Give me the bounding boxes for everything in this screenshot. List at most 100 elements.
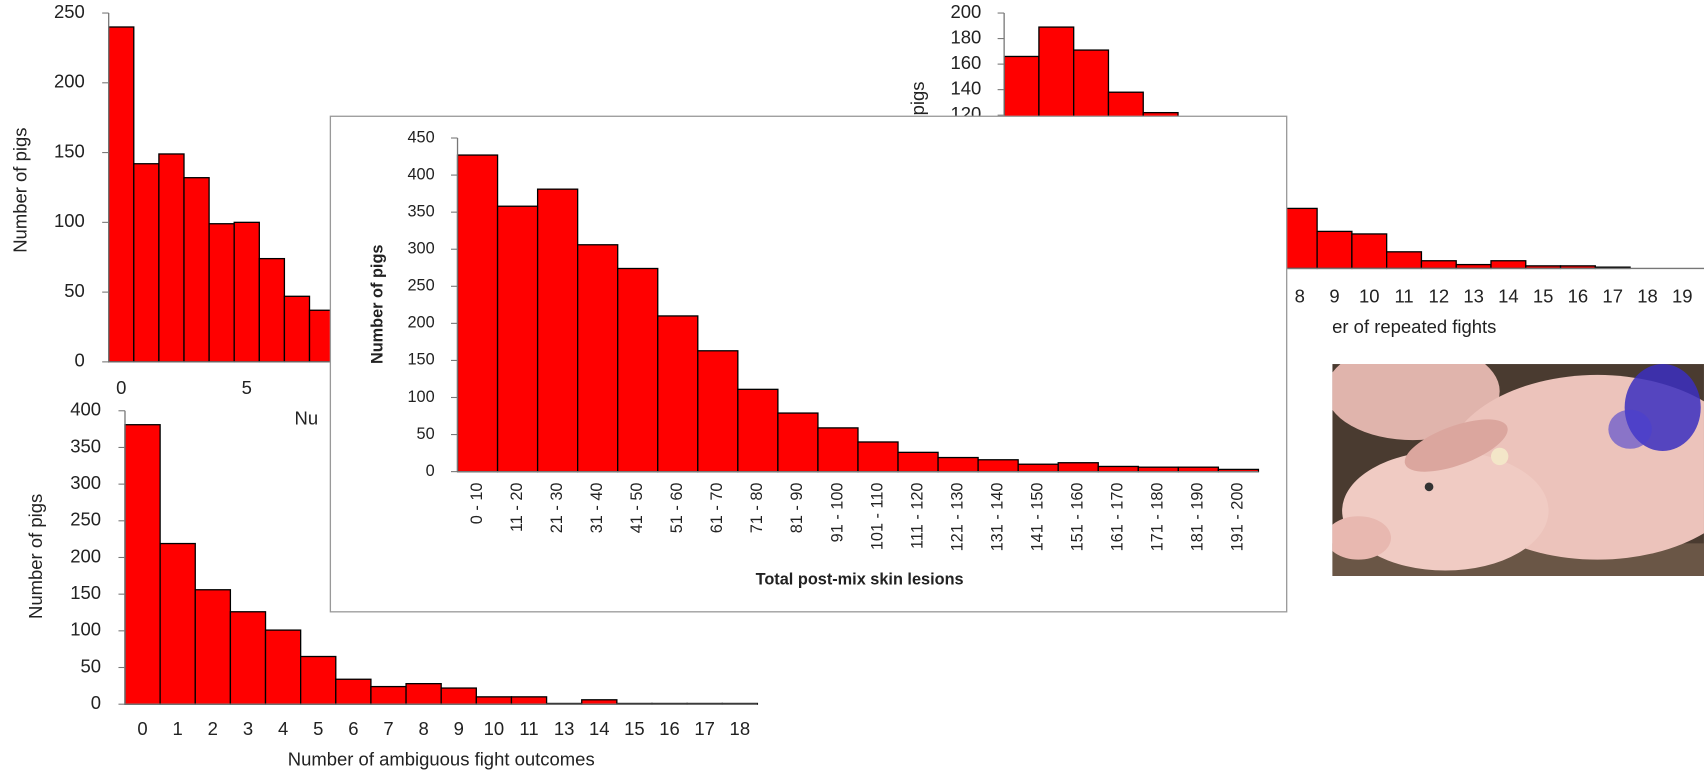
- x-tick-label: 71 - 80: [748, 482, 766, 533]
- bar: [1387, 252, 1422, 269]
- y-tick-label: 400: [70, 399, 101, 420]
- x-tick-label: 4: [278, 718, 288, 739]
- x-tick-label: 12: [1429, 286, 1450, 307]
- bar: [778, 413, 818, 472]
- y-axis-label: Number of pigs: [369, 245, 387, 365]
- pig-photo: [1326, 342, 1704, 576]
- bar: [109, 27, 134, 362]
- y-tick-label: 200: [407, 314, 434, 332]
- x-tick-label: 8: [1295, 286, 1305, 307]
- y-tick-label: 150: [70, 582, 101, 603]
- bar: [1421, 261, 1456, 269]
- bar: [618, 268, 658, 471]
- x-tick-label: 3: [243, 718, 253, 739]
- x-tick-label: 13: [554, 718, 575, 739]
- x-tick-label: 14: [589, 718, 610, 739]
- x-tick-label: 2: [208, 718, 218, 739]
- x-tick-label: 19: [1672, 286, 1693, 307]
- x-tick-label: 15: [1533, 286, 1554, 307]
- bar: [538, 189, 578, 471]
- x-tick-label: 5: [313, 718, 323, 739]
- bar: [1138, 467, 1178, 471]
- y-tick-label: 250: [407, 277, 434, 295]
- x-tick-label: 81 - 90: [788, 483, 806, 534]
- bar: [301, 657, 336, 705]
- bar: [1352, 234, 1387, 268]
- bar: [858, 442, 898, 472]
- bar: [259, 259, 284, 362]
- x-tick-label: 11: [519, 718, 538, 739]
- y-tick-label: 250: [70, 509, 101, 530]
- x-tick-label: 101 - 110: [868, 482, 886, 550]
- bar: [698, 351, 738, 472]
- y-tick-label: 350: [70, 435, 101, 456]
- y-tick-label: 400: [407, 165, 434, 183]
- x-tick-label: 0: [116, 377, 126, 398]
- x-axis-label: Total post-mix skin lesions: [756, 571, 964, 589]
- x-tick-label: 41 - 50: [628, 482, 646, 533]
- y-tick-label: 450: [407, 128, 434, 146]
- x-tick-label: 7: [383, 718, 393, 739]
- x-tick-label: 11: [1394, 286, 1413, 307]
- bar: [578, 245, 618, 472]
- bar: [371, 687, 406, 705]
- y-axis-label: Number of pigs: [10, 128, 31, 253]
- bar: [234, 222, 259, 362]
- slide: 05010015020025005Number of pigsNu1201401…: [0, 0, 1704, 772]
- y-tick-label: 350: [407, 202, 434, 220]
- x-tick-label: 151 - 160: [1069, 482, 1087, 551]
- bar: [738, 389, 778, 471]
- y-tick-label: 50: [417, 425, 435, 443]
- bar: [1282, 208, 1317, 268]
- bar: [184, 178, 209, 362]
- y-tick-label: 300: [70, 472, 101, 493]
- x-tick-label: 13: [1463, 286, 1484, 307]
- y-tick-label: 180: [950, 26, 981, 47]
- x-tick-label: 131 - 140: [988, 482, 1006, 551]
- bar: [336, 679, 371, 704]
- y-tick-label: 200: [950, 1, 981, 22]
- bar: [476, 697, 511, 704]
- bar: [159, 154, 184, 362]
- x-tick-label: 18: [730, 718, 751, 739]
- y-tick-label: 140: [950, 78, 981, 99]
- x-tick-label: 181 - 190: [1189, 482, 1207, 551]
- x-tick-label: 15: [624, 718, 645, 739]
- x-tick-label: 141 - 150: [1028, 482, 1046, 551]
- x-tick-label: 0 - 10: [468, 482, 486, 524]
- x-tick-label: 9: [454, 718, 464, 739]
- y-tick-label: 200: [54, 71, 85, 92]
- y-axis-label: pigs: [907, 82, 928, 116]
- x-axis-label: Number of ambiguous fight outcomes: [288, 749, 595, 770]
- bar: [284, 296, 309, 362]
- bar: [511, 697, 546, 704]
- bar: [658, 316, 698, 472]
- y-tick-label: 100: [407, 388, 434, 406]
- bar: [1098, 466, 1138, 471]
- x-tick-label: 10: [484, 718, 505, 739]
- y-axis-label: Number of pigs: [25, 494, 46, 619]
- bar: [1491, 261, 1526, 269]
- x-tick-label: 51 - 60: [668, 482, 686, 533]
- bar: [818, 428, 858, 472]
- x-axis-label: Nu: [295, 407, 319, 428]
- x-tick-label: 171 - 180: [1149, 482, 1167, 551]
- x-tick-label: 17: [1602, 286, 1623, 307]
- bar: [160, 544, 195, 705]
- x-tick-label: 10: [1359, 286, 1380, 307]
- x-tick-label: 1: [173, 718, 183, 739]
- x-tick-label: 17: [694, 718, 715, 739]
- bar: [441, 688, 476, 704]
- x-tick-label: 0: [137, 718, 147, 739]
- x-tick-label: 16: [1568, 286, 1589, 307]
- y-tick-label: 150: [407, 351, 434, 369]
- x-tick-label: 31 - 40: [588, 482, 606, 533]
- bar: [1018, 464, 1058, 471]
- x-tick-label: 5: [242, 377, 252, 398]
- y-tick-label: 50: [81, 655, 102, 676]
- x-tick-label: 11 - 20: [508, 482, 526, 532]
- x-tick-label: 14: [1498, 286, 1519, 307]
- x-tick-label: 9: [1329, 286, 1339, 307]
- y-tick-label: 160: [950, 52, 981, 73]
